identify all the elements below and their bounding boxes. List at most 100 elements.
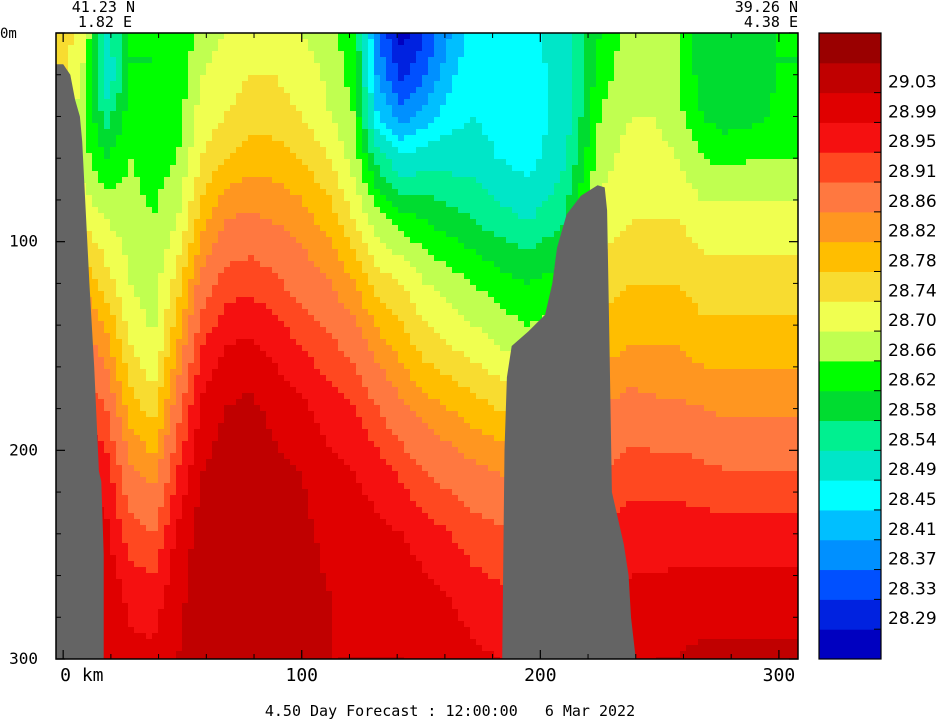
field-cell: [296, 261, 303, 268]
field-cell: [128, 213, 135, 220]
field-cell: [92, 99, 99, 106]
field-cell: [116, 357, 123, 364]
field-cell: [176, 453, 183, 460]
field-cell: [314, 609, 321, 616]
field-cell: [284, 327, 291, 334]
field-cell: [212, 81, 219, 88]
field-cell: [86, 117, 93, 124]
field-cell: [242, 579, 249, 586]
field-cell: [218, 291, 225, 298]
field-cell: [326, 423, 333, 430]
field-cell: [80, 39, 87, 46]
field-cell: [182, 201, 189, 208]
field-cell: [128, 531, 135, 538]
field-cell: [302, 579, 309, 586]
field-cell: [116, 525, 123, 532]
field-cell: [176, 243, 183, 250]
field-cell: [164, 429, 171, 436]
field-cell: [110, 621, 117, 628]
field-cell: [230, 381, 237, 388]
field-cell: [272, 123, 279, 130]
field-cell: [164, 195, 171, 202]
field-cell: [170, 195, 177, 202]
field-cell: [248, 315, 255, 322]
field-cell: [260, 507, 267, 514]
field-cell: [152, 495, 159, 502]
field-cell: [200, 567, 207, 574]
field-cell: [176, 309, 183, 316]
field-cell: [248, 609, 255, 616]
field-cell: [200, 123, 207, 130]
field-cell: [182, 129, 189, 136]
field-cell: [278, 573, 285, 580]
field-cell: [206, 639, 213, 646]
field-cell: [308, 219, 315, 226]
field-cell: [140, 219, 147, 226]
field-cell: [314, 57, 321, 64]
field-cell: [170, 177, 177, 184]
field-cell: [248, 255, 255, 262]
field-cell: [260, 195, 267, 202]
field-cell: [122, 531, 129, 538]
field-cell: [338, 39, 345, 46]
field-cell: [140, 105, 147, 112]
field-cell: [308, 57, 315, 64]
field-cell: [212, 399, 219, 406]
field-cell: [236, 483, 243, 490]
field-cell: [236, 339, 243, 346]
field-cell: [326, 459, 333, 466]
field-cell: [308, 435, 315, 442]
field-cell: [302, 339, 309, 346]
field-cell: [158, 87, 165, 94]
field-cell: [302, 231, 309, 238]
field-cell: [332, 75, 339, 82]
field-cell: [146, 333, 153, 340]
field-cell: [218, 171, 225, 178]
field-cell: [290, 345, 297, 352]
field-cell: [110, 345, 117, 352]
field-cell: [146, 585, 153, 592]
field-cell: [140, 657, 147, 659]
field-cell: [140, 477, 147, 484]
field-cell: [152, 117, 159, 124]
field-cell: [116, 237, 123, 244]
field-cell: [212, 591, 219, 598]
field-cell: [272, 429, 279, 436]
field-cell: [134, 105, 141, 112]
field-cell: [290, 411, 297, 418]
field-cell: [116, 69, 123, 76]
field-cell: [302, 519, 309, 526]
field-cell: [230, 135, 237, 142]
field-cell: [176, 261, 183, 268]
field-cell: [134, 231, 141, 238]
field-cell: [188, 93, 195, 100]
field-cell: [218, 321, 225, 328]
field-cell: [104, 489, 111, 496]
field-cell: [122, 123, 129, 130]
field-cell: [206, 363, 213, 370]
field-cell: [110, 531, 117, 538]
field-cell: [158, 237, 165, 244]
field-cell: [152, 591, 159, 598]
field-cell: [56, 51, 63, 58]
field-cell: [218, 465, 225, 472]
field-cell: [290, 561, 297, 568]
field-cell: [320, 501, 327, 508]
field-cell: [290, 129, 297, 136]
field-cell: [86, 129, 93, 136]
field-cell: [284, 453, 291, 460]
field-cell: [290, 285, 297, 292]
field-cell: [200, 585, 207, 592]
field-cell: [86, 177, 93, 184]
field-cell: [302, 603, 309, 610]
field-cell: [128, 435, 135, 442]
field-cell: [200, 243, 207, 250]
field-cell: [152, 243, 159, 250]
field-cell: [122, 189, 129, 196]
field-cell: [248, 627, 255, 634]
field-cell: [92, 81, 99, 88]
field-cell: [308, 561, 315, 568]
field-cell: [242, 279, 249, 286]
field-cell: [218, 483, 225, 490]
field-cell: [326, 153, 333, 160]
